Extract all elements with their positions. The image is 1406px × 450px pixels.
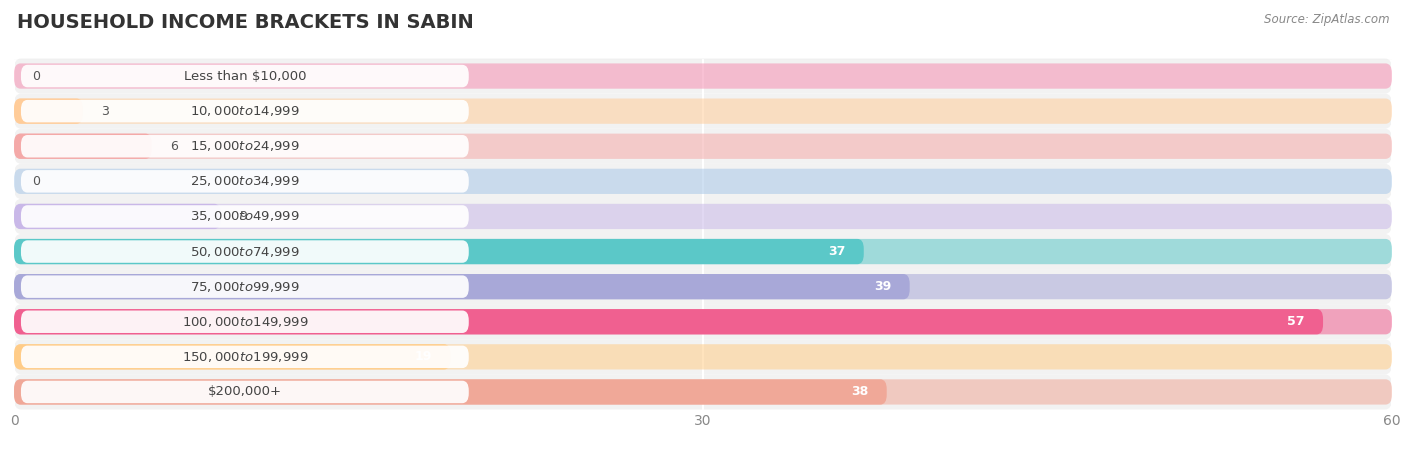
FancyBboxPatch shape — [21, 65, 468, 87]
FancyBboxPatch shape — [14, 99, 1392, 124]
FancyBboxPatch shape — [14, 204, 221, 229]
Text: $200,000+: $200,000+ — [208, 386, 281, 398]
Text: 39: 39 — [875, 280, 891, 293]
FancyBboxPatch shape — [14, 169, 1392, 194]
FancyBboxPatch shape — [21, 310, 468, 333]
Text: $10,000 to $14,999: $10,000 to $14,999 — [190, 104, 299, 118]
FancyBboxPatch shape — [14, 134, 1392, 159]
Text: 9: 9 — [239, 210, 247, 223]
Text: 0: 0 — [32, 70, 41, 82]
FancyBboxPatch shape — [14, 129, 1392, 164]
FancyBboxPatch shape — [14, 99, 83, 124]
Text: Less than $10,000: Less than $10,000 — [184, 70, 307, 82]
FancyBboxPatch shape — [14, 239, 863, 264]
FancyBboxPatch shape — [21, 205, 468, 228]
FancyBboxPatch shape — [14, 94, 1392, 129]
FancyBboxPatch shape — [14, 374, 1392, 410]
FancyBboxPatch shape — [21, 240, 468, 263]
FancyBboxPatch shape — [21, 100, 468, 122]
FancyBboxPatch shape — [21, 135, 468, 158]
FancyBboxPatch shape — [21, 170, 468, 193]
FancyBboxPatch shape — [14, 344, 450, 369]
FancyBboxPatch shape — [21, 381, 468, 403]
Text: 6: 6 — [170, 140, 179, 153]
Text: 38: 38 — [851, 386, 869, 398]
FancyBboxPatch shape — [14, 344, 1392, 369]
Text: 57: 57 — [1286, 315, 1305, 328]
FancyBboxPatch shape — [14, 134, 152, 159]
FancyBboxPatch shape — [14, 379, 1392, 405]
FancyBboxPatch shape — [14, 269, 1392, 304]
FancyBboxPatch shape — [14, 234, 1392, 269]
FancyBboxPatch shape — [21, 346, 468, 368]
Text: $100,000 to $149,999: $100,000 to $149,999 — [181, 315, 308, 329]
FancyBboxPatch shape — [14, 199, 1392, 234]
Text: $75,000 to $99,999: $75,000 to $99,999 — [190, 279, 299, 294]
Text: $25,000 to $34,999: $25,000 to $34,999 — [190, 174, 299, 189]
FancyBboxPatch shape — [14, 274, 1392, 299]
FancyBboxPatch shape — [14, 164, 1392, 199]
FancyBboxPatch shape — [14, 304, 1392, 339]
Text: $150,000 to $199,999: $150,000 to $199,999 — [181, 350, 308, 364]
FancyBboxPatch shape — [14, 204, 1392, 229]
FancyBboxPatch shape — [14, 309, 1323, 334]
Text: 3: 3 — [101, 105, 110, 117]
Text: Source: ZipAtlas.com: Source: ZipAtlas.com — [1264, 14, 1389, 27]
Text: HOUSEHOLD INCOME BRACKETS IN SABIN: HOUSEHOLD INCOME BRACKETS IN SABIN — [17, 14, 474, 32]
FancyBboxPatch shape — [21, 275, 468, 298]
Text: 37: 37 — [828, 245, 845, 258]
Text: 19: 19 — [415, 351, 432, 363]
Text: 0: 0 — [32, 175, 41, 188]
FancyBboxPatch shape — [14, 379, 887, 405]
Text: $15,000 to $24,999: $15,000 to $24,999 — [190, 139, 299, 153]
FancyBboxPatch shape — [14, 239, 1392, 264]
FancyBboxPatch shape — [14, 274, 910, 299]
Text: $50,000 to $74,999: $50,000 to $74,999 — [190, 244, 299, 259]
FancyBboxPatch shape — [14, 63, 1392, 89]
FancyBboxPatch shape — [14, 309, 1392, 334]
FancyBboxPatch shape — [14, 339, 1392, 374]
FancyBboxPatch shape — [14, 58, 1392, 94]
Text: $35,000 to $49,999: $35,000 to $49,999 — [190, 209, 299, 224]
